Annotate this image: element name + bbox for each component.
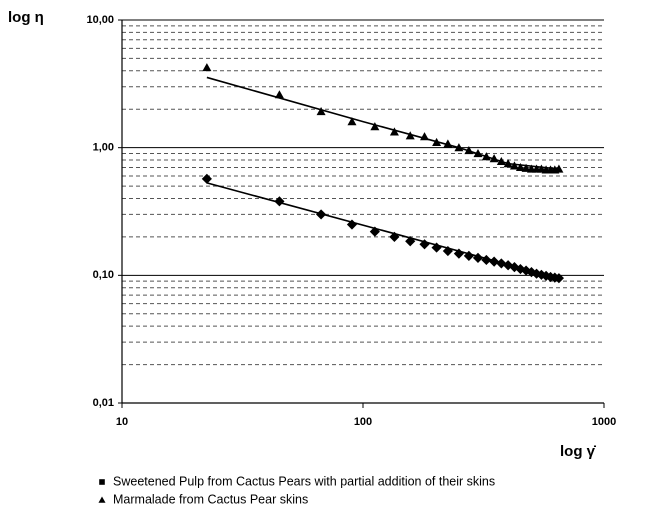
point [464,146,474,155]
x-tick-label: 100 [354,416,372,428]
x-tick-label: 10 [116,416,128,428]
y-tick-label: 1,00 [93,142,114,154]
legend-marker [98,496,106,503]
point [503,159,513,168]
point [454,143,464,152]
point [481,254,492,266]
y-tick-label: 0,10 [93,269,114,281]
fit-line [206,76,559,170]
legend-label: Sweetened Pulp from Cactus Pears with pa… [113,474,495,488]
point [432,137,442,146]
legend-marker [99,479,105,485]
point [315,209,327,220]
point [521,163,531,172]
point [274,90,284,99]
point [405,131,415,140]
x-tick-label: 1000 [592,416,616,428]
point [389,127,399,136]
y-axis-label: log η [8,9,44,26]
point [515,162,525,172]
point [463,250,474,261]
point [420,132,430,141]
point [316,106,326,116]
point [472,252,484,263]
point [442,245,453,257]
point [554,164,564,173]
point [509,161,519,170]
point [496,156,506,166]
point [443,139,453,148]
point [489,154,499,163]
legend-label: Marmalade from Cactus Pear skins [113,492,308,506]
y-tick-label: 0,01 [93,397,114,409]
x-axis-label: log γ̇ [560,443,597,460]
point [473,149,483,158]
point [453,248,464,259]
point [489,256,500,267]
point [201,173,212,184]
point [419,239,430,250]
point [370,122,380,131]
y-tick-label: 10,00 [86,14,114,26]
point [274,196,285,207]
point [202,63,212,72]
point [481,152,491,161]
point [347,117,357,126]
